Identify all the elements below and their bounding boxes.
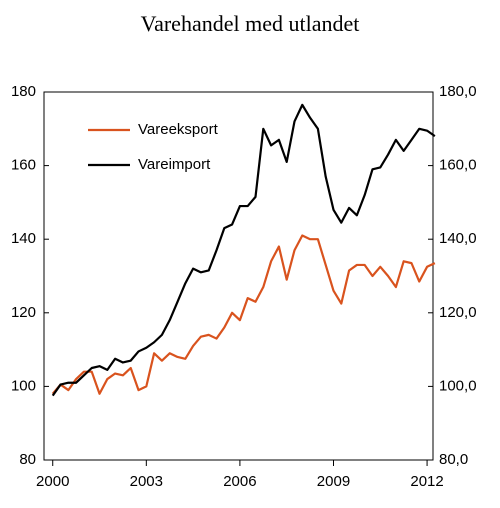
y2-tick-label: 100,0 bbox=[439, 377, 477, 394]
line bbox=[51, 234, 436, 395]
chart-title: Varehandel med utlandet bbox=[141, 11, 360, 36]
y-tick-label: 120 bbox=[11, 304, 36, 321]
x-tick-label: 2006 bbox=[223, 473, 256, 490]
legend-label: Vareeksport bbox=[138, 121, 219, 138]
x-tick-label: 2009 bbox=[317, 473, 350, 490]
legend-label: Vareimport bbox=[138, 156, 211, 173]
y-tick-label: 100 bbox=[11, 377, 36, 394]
x-tick-label: 2000 bbox=[36, 473, 69, 490]
y2-tick-label: 140,0 bbox=[439, 230, 477, 247]
y2-tick-label: 120,0 bbox=[439, 304, 477, 321]
y2-tick-label: 160,0 bbox=[439, 157, 477, 174]
line bbox=[51, 103, 436, 397]
y-tick-label: 80 bbox=[19, 451, 36, 468]
x-tick-label: 2012 bbox=[410, 473, 443, 490]
plot-frame bbox=[43, 91, 434, 461]
y-tick-label: 140 bbox=[11, 230, 36, 247]
x-tick-label: 2003 bbox=[130, 473, 163, 490]
y2-tick-label: 80,0 bbox=[439, 451, 468, 468]
y2-tick-label: 180,0 bbox=[439, 83, 477, 100]
y-tick-label: 160 bbox=[11, 157, 36, 174]
y-tick-label: 180 bbox=[11, 83, 36, 100]
